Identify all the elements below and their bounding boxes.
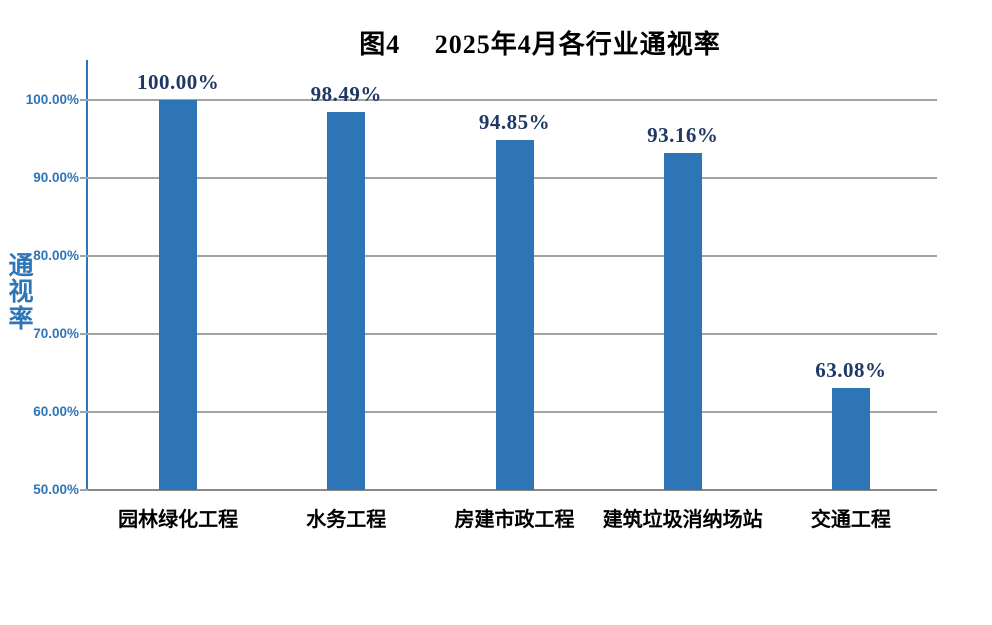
y-axis-tick-label: 50.00%: [33, 482, 79, 497]
bar-value-label: 94.85%: [478, 110, 551, 135]
gridline: [88, 99, 937, 101]
category-label: 交通工程: [810, 509, 891, 531]
y-axis-tick: [80, 177, 88, 179]
category-label: 园林绿化工程: [118, 509, 239, 531]
y-axis-tick-label: 70.00%: [33, 326, 79, 341]
y-axis-tick-label: 60.00%: [33, 404, 79, 419]
category-label: 房建市政工程: [454, 509, 575, 531]
y-axis-tick: [80, 255, 88, 257]
bar: [159, 100, 198, 490]
category-label: 建筑垃圾消纳场站: [602, 509, 763, 531]
y-axis-title: 通视率: [8, 253, 34, 333]
y-axis-tick-label: 90.00%: [33, 170, 79, 185]
bar-value-label: 98.49%: [310, 81, 382, 106]
bar: [663, 153, 702, 490]
y-axis-tick: [80, 411, 88, 413]
bar: [831, 387, 870, 490]
bar-value-label: 93.16%: [647, 123, 719, 148]
y-axis-tick: [80, 489, 88, 491]
y-axis-tick-label: 100.00%: [25, 92, 79, 107]
chart-title: 图4 2025年4月各行业通视率: [359, 30, 721, 59]
y-axis-tick: [80, 99, 88, 101]
category-label: 水务工程: [306, 509, 387, 531]
y-axis-line: [86, 60, 88, 490]
y-axis-tick: [80, 333, 88, 335]
y-axis-tick-label: 80.00%: [33, 248, 79, 263]
bar-value-label: 100.00%: [136, 70, 220, 94]
bar-value-label: 63.08%: [815, 357, 887, 382]
x-axis-line: [81, 489, 937, 491]
bar: [495, 140, 534, 490]
bar: [327, 111, 366, 490]
